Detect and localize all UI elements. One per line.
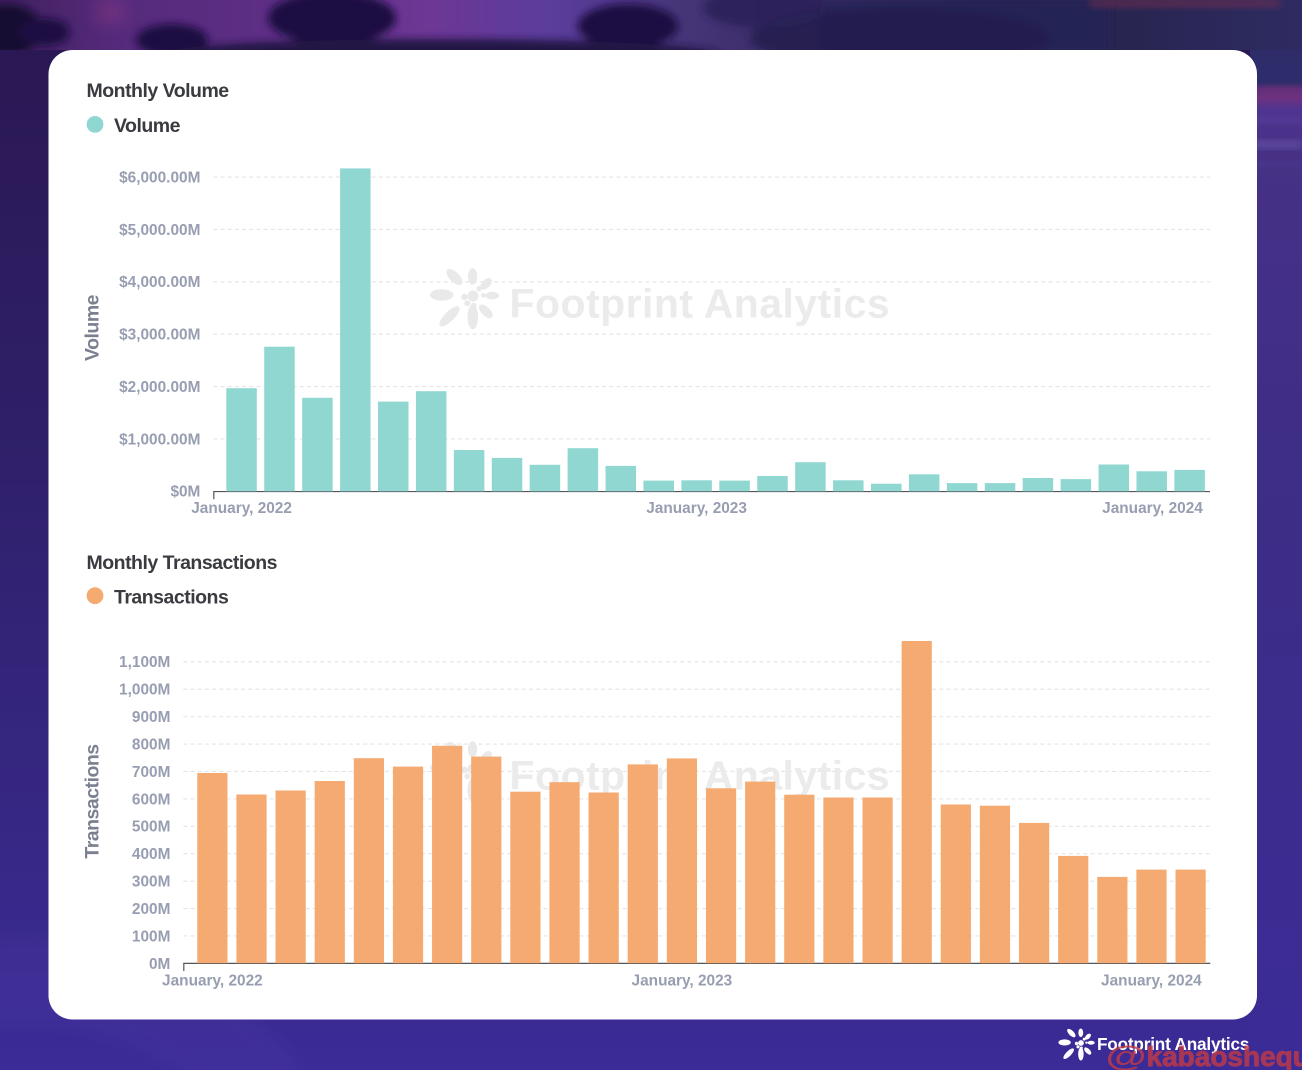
svg-text:Footprint Analytics: Footprint Analytics xyxy=(1097,1034,1249,1054)
svg-text:900M: 900M xyxy=(132,709,171,726)
svg-text:$0M: $0M xyxy=(170,484,200,501)
svg-text:0M: 0M xyxy=(149,956,170,973)
svg-text:Transactions: Transactions xyxy=(114,587,229,609)
svg-text:@: @ xyxy=(1105,1040,1146,1070)
svg-text:$4,000.00M: $4,000.00M xyxy=(119,274,200,291)
svg-text:Footprint Analytics: Footprint Analytics xyxy=(510,281,891,327)
svg-text:1,000M: 1,000M xyxy=(119,682,170,699)
svg-text:January, 2024: January, 2024 xyxy=(1101,973,1202,990)
svg-text:300M: 300M xyxy=(132,874,171,891)
svg-text:400M: 400M xyxy=(132,846,171,863)
svg-text:$2,000.00M: $2,000.00M xyxy=(119,379,200,396)
svg-text:January, 2022: January, 2022 xyxy=(191,500,292,517)
svg-text:600M: 600M xyxy=(132,791,171,808)
svg-text:Monthly Transactions: Monthly Transactions xyxy=(87,552,278,574)
svg-text:$3,000.00M: $3,000.00M xyxy=(119,327,200,344)
svg-text:kabaoshequn: kabaoshequn xyxy=(1147,1041,1302,1070)
svg-text:January, 2023: January, 2023 xyxy=(646,500,747,517)
svg-text:1,100M: 1,100M xyxy=(119,654,170,671)
svg-text:800M: 800M xyxy=(132,736,171,753)
svg-text:$5,000.00M: $5,000.00M xyxy=(119,222,200,239)
svg-text:Volume: Volume xyxy=(82,294,104,361)
svg-text:January, 2022: January, 2022 xyxy=(162,973,263,990)
svg-text:$6,000.00M: $6,000.00M xyxy=(119,170,200,187)
svg-text:$1,000.00M: $1,000.00M xyxy=(119,431,200,448)
svg-text:Monthly Volume: Monthly Volume xyxy=(87,80,230,102)
svg-text:100M: 100M xyxy=(132,928,171,945)
svg-text:January, 2023: January, 2023 xyxy=(632,973,733,990)
svg-text:January, 2024: January, 2024 xyxy=(1102,500,1203,517)
svg-text:700M: 700M xyxy=(132,764,171,781)
svg-text:Transactions: Transactions xyxy=(82,744,104,859)
svg-text:200M: 200M xyxy=(132,901,171,918)
svg-text:500M: 500M xyxy=(132,819,171,836)
svg-text:Volume: Volume xyxy=(114,115,181,137)
